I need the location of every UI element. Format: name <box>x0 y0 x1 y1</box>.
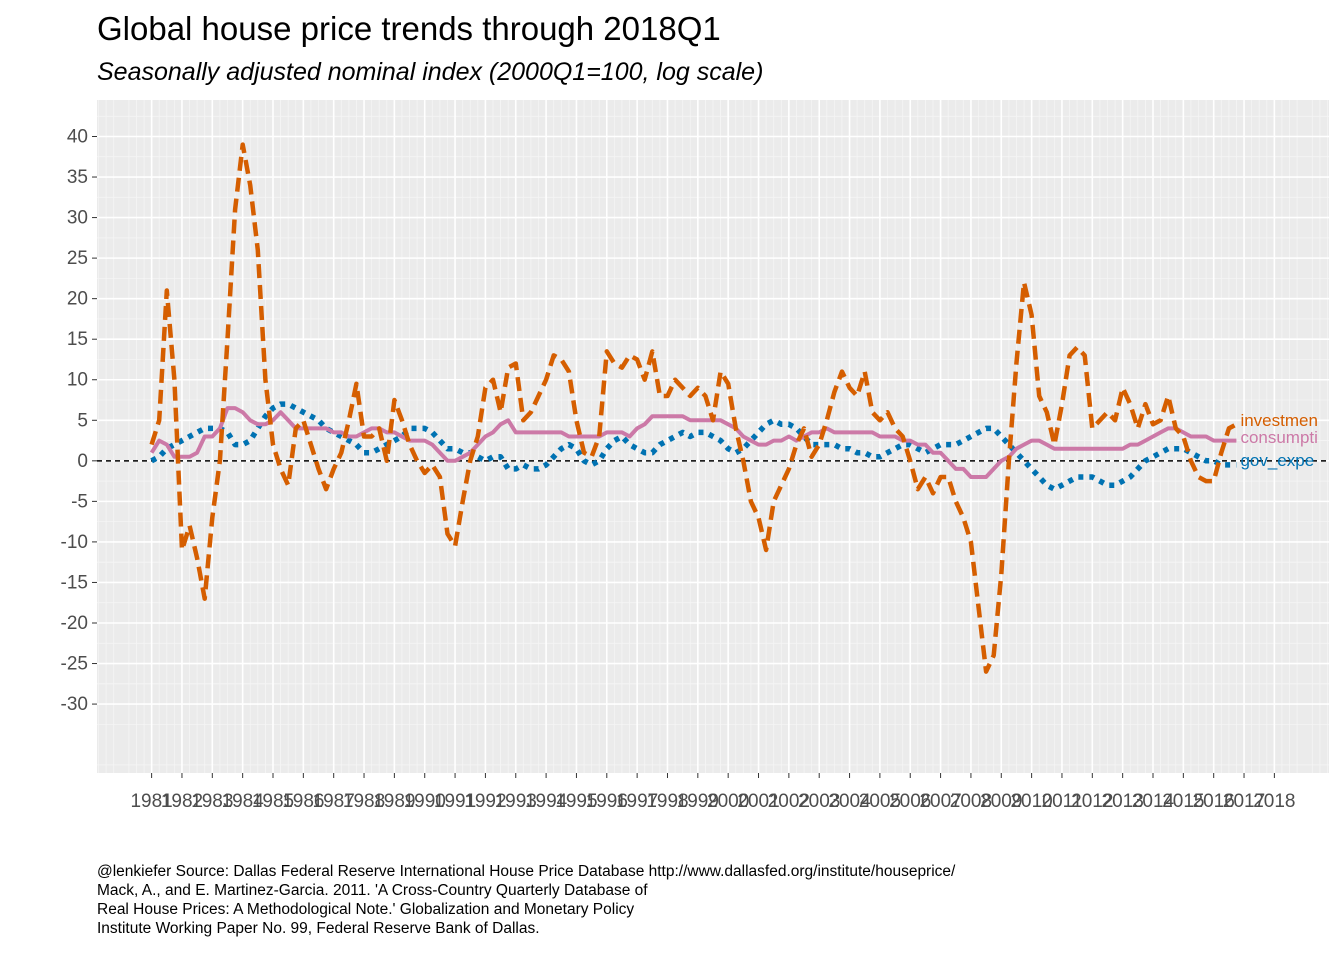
y-tick-label: -5 <box>71 491 88 512</box>
y-tick-label: -10 <box>61 532 88 553</box>
y-tick-label: -25 <box>61 654 88 675</box>
y-tick-label: 30 <box>67 208 88 229</box>
x-tick-label: 2006 <box>889 791 931 812</box>
y-tick-label: 40 <box>67 126 88 147</box>
x-tick-label: 2018 <box>1253 791 1295 812</box>
y-tick-label: 35 <box>67 167 88 188</box>
x-tick-label: 1997 <box>616 791 658 812</box>
x-tick-label: 1981 <box>130 791 172 812</box>
x-tick-label: 1998 <box>646 791 688 812</box>
x-tick-label: 1985 <box>252 791 294 812</box>
x-tick-label: 2007 <box>919 791 961 812</box>
x-tick-label: 1993 <box>495 791 537 812</box>
x-tick-label: 1987 <box>313 791 355 812</box>
x-tick-label: 2004 <box>828 791 871 812</box>
y-tick-label: 20 <box>67 289 88 310</box>
y-tick-label: 5 <box>77 410 88 431</box>
x-tick-label: 1992 <box>464 791 506 812</box>
caption-line-1: @lenkiefer Source: Dallas Federal Reserv… <box>97 863 956 880</box>
x-tick-label: 2003 <box>798 791 840 812</box>
y-tick-label: -20 <box>61 613 88 634</box>
x-tick-label: 1982 <box>161 791 203 812</box>
x-tick-label: 2015 <box>1162 791 1204 812</box>
x-tick-label: 2010 <box>1010 791 1052 812</box>
x-tick-label: 2013 <box>1102 791 1144 812</box>
x-tick-label: 2009 <box>980 791 1022 812</box>
y-tick-label: 15 <box>67 329 88 350</box>
series-label-investment: investmen <box>1240 411 1317 430</box>
x-tick-label: 2014 <box>1132 791 1175 812</box>
x-tick-label: 2005 <box>859 791 901 812</box>
series-line-investment <box>149 142 1238 674</box>
x-tick-label: 1989 <box>373 791 415 812</box>
caption-line-3: Real House Prices: A Methodological Note… <box>97 901 635 918</box>
x-tick-label: 2017 <box>1223 791 1265 812</box>
chart-title: Global house price trends through 2018Q1 <box>97 10 721 47</box>
y-tick-label: 10 <box>67 370 88 391</box>
x-tick-label: 1988 <box>343 791 385 812</box>
chart-subtitle: Seasonally adjusted nominal index (2000Q… <box>97 58 764 86</box>
x-tick-label: 1996 <box>586 791 628 812</box>
x-tick-label: 1999 <box>677 791 719 812</box>
x-tick-label: 1986 <box>282 791 324 812</box>
y-tick-label: 0 <box>77 451 88 472</box>
y-tick-label: -30 <box>61 694 88 715</box>
x-tick-label: 1984 <box>222 791 265 812</box>
x-tick-label: 2001 <box>737 791 779 812</box>
x-tick-label: 1995 <box>555 791 597 812</box>
x-tick-label: 2012 <box>1071 791 1113 812</box>
y-tick-label: -15 <box>61 572 88 593</box>
caption-line-4: Institute Working Paper No. 99, Federal … <box>97 920 540 937</box>
series-label-consumption: consumpti <box>1240 428 1317 447</box>
source-caption: @lenkiefer Source: Dallas Federal Reserv… <box>97 862 955 938</box>
x-tick-label: 2016 <box>1193 791 1235 812</box>
x-tick-label: 1983 <box>191 791 233 812</box>
x-tick-label: 2011 <box>1042 791 1083 812</box>
x-tick-label: 1994 <box>525 791 568 812</box>
x-tick-label: 2008 <box>950 791 992 812</box>
x-tick-label: 1991 <box>434 791 476 812</box>
x-tick-label: 1990 <box>404 791 446 812</box>
x-tick-label: 2002 <box>768 791 810 812</box>
series-label-gov_expe: gov_expe <box>1240 451 1314 470</box>
caption-line-2: Mack, A., and E. Martinez-Garcia. 2011. … <box>97 882 648 899</box>
series-line-consumption <box>149 406 1237 479</box>
y-tick-label: 25 <box>67 248 88 269</box>
x-tick-label: 2000 <box>707 791 749 812</box>
